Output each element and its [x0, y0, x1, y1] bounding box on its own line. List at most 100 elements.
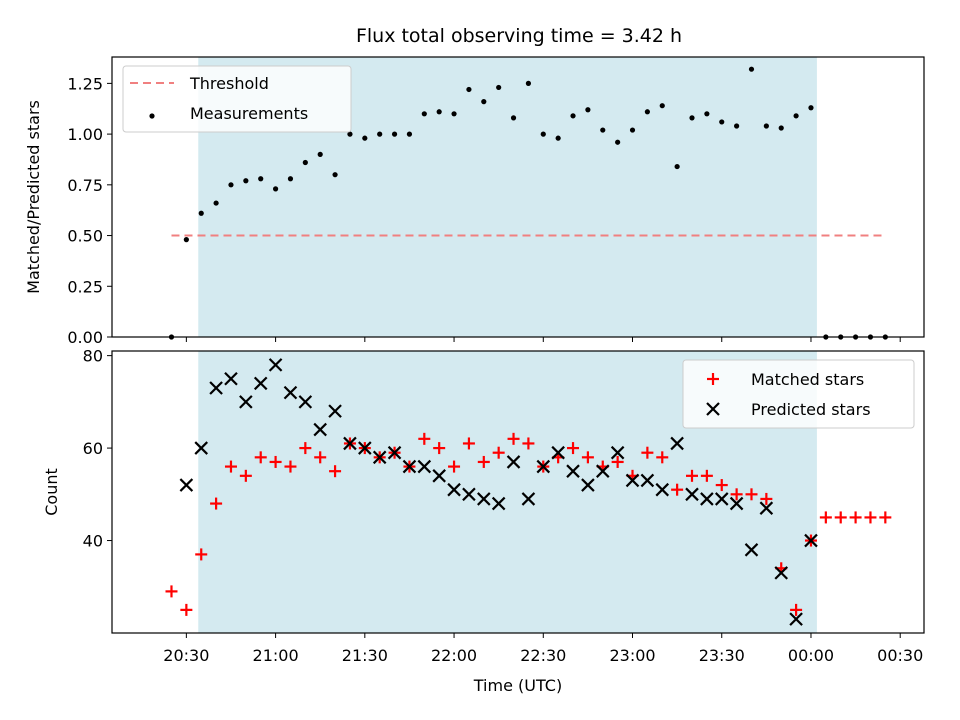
matched-star-point [165, 585, 178, 598]
top-x-ticks [185, 337, 901, 342]
predicted-star-point [447, 482, 461, 497]
matched-star-point [329, 465, 342, 478]
measurement-point [481, 99, 487, 105]
bottom-legend: Matched stars Predicted stars [682, 359, 915, 429]
matched-star-point [210, 497, 223, 510]
top-y-tick-label: 0.00 [67, 328, 103, 347]
predicted-star-point [789, 612, 803, 626]
matched-star-point [195, 548, 208, 561]
predicted-star-point [239, 395, 253, 409]
matched-star-point [224, 460, 237, 473]
x-tick-label: 00:00 [788, 646, 834, 665]
measurement-point [778, 125, 784, 131]
predicted-star-point [774, 566, 789, 580]
predicted-star-point [283, 385, 298, 400]
predicted-stars-points [179, 358, 818, 626]
measurement-point [734, 123, 740, 129]
measurement-point [421, 111, 427, 117]
x-tick-label: 23:00 [609, 646, 655, 665]
measurement-point [243, 178, 249, 184]
matched-star-point [671, 483, 684, 496]
measurements-legend-swatch [149, 113, 155, 119]
measurement-point [406, 131, 413, 137]
measurement-point [228, 182, 234, 188]
measurement-point [258, 176, 264, 182]
predicted-star-point [521, 492, 536, 506]
matched-legend-swatch [707, 373, 719, 385]
predicted-star-point [387, 445, 402, 460]
top-y-tick-label: 1.25 [67, 74, 103, 93]
predicted-star-point [655, 482, 670, 497]
matched-star-point [448, 460, 461, 473]
matched-star-point [180, 603, 193, 616]
predicted-star-point [804, 533, 818, 548]
predicted-star-point [759, 501, 774, 515]
predicted-legend-swatch [706, 402, 720, 416]
measurement-point [510, 115, 517, 121]
measurement-point [302, 159, 308, 166]
top-panel: 0.00 0.25 0.50 0.75 1.00 1.25 Matched/Predict… [24, 56, 925, 347]
bottom-x-ticks: 20:30 21:00 21:30 22:00 22:30 23:00 23:30 00:00… [163, 633, 923, 665]
matched-star-point [299, 442, 312, 455]
top-y-tick-label: 1.00 [67, 125, 103, 144]
measurement-point [808, 105, 814, 111]
matched-star-point [567, 442, 580, 455]
matched-star-point [745, 488, 758, 501]
predicted-star-point [700, 492, 714, 506]
x-tick-label: 22:00 [431, 646, 477, 665]
matched-star-point [462, 437, 475, 450]
predicted-star-point [328, 404, 342, 418]
matched-star-point [686, 469, 698, 482]
top-y-axis-label: Matched/Predicted stars [24, 100, 43, 294]
matched-star-point [522, 437, 535, 450]
matched-star-point [656, 451, 669, 464]
matched-star-point [239, 469, 252, 482]
top-legend: Threshold Measurements [122, 65, 352, 133]
measurement-point [600, 127, 606, 133]
measurement-point [570, 113, 576, 119]
measurement-point [183, 237, 189, 243]
measurement-point [763, 123, 769, 129]
predicted-star-point [194, 441, 209, 455]
predicted-legend-label: Predicted stars [751, 400, 871, 419]
measurement-point [629, 127, 636, 133]
measurement-point [793, 113, 799, 119]
matched-star-point [418, 432, 431, 445]
predicted-star-point [224, 371, 238, 386]
measurement-point [362, 135, 368, 141]
top-y-tick-label: 0.75 [67, 176, 103, 195]
measurement-point [317, 151, 323, 157]
top-legend-box [122, 65, 352, 133]
matched-star-point [433, 442, 446, 455]
measurement-point [451, 111, 457, 117]
measurement-point [391, 131, 398, 137]
matched-star-point [314, 451, 327, 464]
threshold-legend-label: Threshold [189, 74, 269, 93]
predicted-star-point [566, 464, 580, 478]
chart-title: Flux total observing time = 3.42 h [356, 25, 682, 47]
matched-star-point [834, 511, 847, 524]
matched-star-point [492, 446, 505, 459]
matched-stars-points [165, 432, 892, 616]
predicted-star-point [417, 459, 432, 474]
measurement-point [213, 200, 219, 206]
top-y-tick-label: 0.50 [67, 227, 103, 246]
predicted-star-point [536, 459, 551, 474]
matched-star-point [790, 603, 803, 616]
measurement-point [377, 131, 383, 137]
predicted-star-point [670, 436, 684, 451]
matched-star-point [284, 460, 297, 473]
bottom-y-tick-label: 40 [83, 532, 103, 551]
predicted-star-point [209, 381, 223, 395]
bottom-y-tick-label: 60 [83, 439, 103, 458]
bottom-y-ticks: 40 60 80 [83, 347, 112, 551]
measurement-point [287, 176, 294, 182]
matched-star-point [507, 432, 520, 445]
predicted-star-point [343, 436, 357, 451]
matched-star-point [879, 511, 892, 524]
x-tick-label: 21:00 [253, 646, 299, 665]
predicted-star-point [268, 358, 283, 372]
bottom-y-axis-label: Count [42, 468, 61, 516]
measurement-point [748, 66, 755, 72]
predicted-star-point [402, 459, 417, 474]
